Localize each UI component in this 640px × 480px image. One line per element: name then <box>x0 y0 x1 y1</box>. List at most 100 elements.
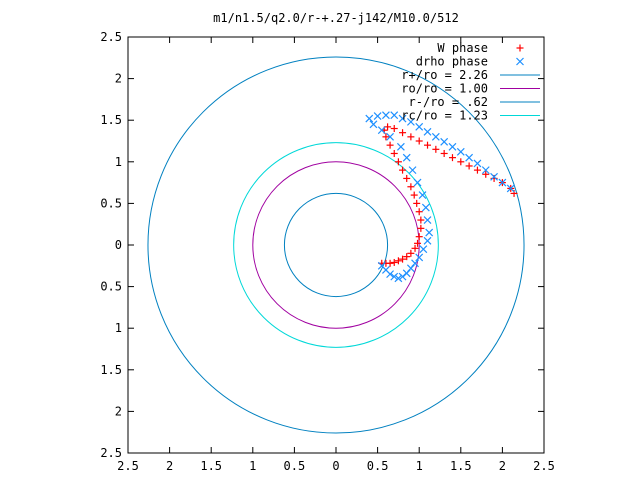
x-tick-label: 0 <box>332 459 339 473</box>
w-phase-point <box>417 216 425 224</box>
y-tick-label: 1 <box>115 321 122 335</box>
cross-stroke <box>377 126 386 135</box>
y-tick-label: 1.5 <box>100 113 122 127</box>
cross-stroke <box>394 274 403 283</box>
y-tick-label: 0.5 <box>100 196 122 210</box>
drho-phase-point <box>415 253 424 262</box>
w-phase-point <box>465 162 473 170</box>
cross-stroke <box>490 172 499 181</box>
x-tick-label: 1 <box>416 459 423 473</box>
cross-stroke <box>423 127 432 136</box>
y-tick-label: 2.5 <box>100 446 122 460</box>
cross-stroke <box>386 270 395 279</box>
drho-phase-point <box>386 270 395 279</box>
w-phase-point <box>382 133 390 141</box>
point-series <box>365 111 518 283</box>
cross-stroke <box>423 216 432 224</box>
w-phase-point <box>415 137 423 145</box>
w-phase-point <box>403 174 411 182</box>
cross-stroke <box>506 184 515 193</box>
drho-phase-point <box>365 114 374 123</box>
cross-stroke <box>415 253 424 262</box>
cross-stroke <box>419 245 428 254</box>
cross-stroke <box>373 112 382 120</box>
cross-stroke <box>369 120 378 129</box>
w-phase-point <box>390 125 398 133</box>
y-tick-label: 2.5 <box>100 30 122 44</box>
cross-stroke <box>406 117 415 126</box>
drho-phase-point <box>396 142 405 151</box>
x-tick-label: 2 <box>499 459 506 473</box>
drho-phase-point <box>498 178 507 187</box>
drho-phase-point <box>465 153 474 162</box>
cross-stroke <box>396 142 405 151</box>
w-phase-point <box>482 170 490 178</box>
w-phase-point <box>399 129 407 137</box>
w-phase-point <box>407 249 415 257</box>
w-phase-point <box>432 145 440 153</box>
w-phase-point <box>457 158 465 166</box>
chart-title: m1/n1.5/q2.0/r-+.27-j142/M10.0/512 <box>213 11 459 25</box>
w-phase-point <box>473 166 481 174</box>
drho-phase-point <box>377 126 386 135</box>
legend-label: r-/ro = .62 <box>409 95 488 109</box>
drho-phase-point <box>419 245 428 254</box>
w-phase-point <box>417 224 425 232</box>
drho-phase-point <box>506 184 515 193</box>
cross-stroke <box>473 159 482 168</box>
w-phase-point <box>448 154 456 162</box>
legend-label: ro/ro = 1.00 <box>401 82 488 96</box>
drho-phase-point <box>415 122 424 131</box>
cross-stroke <box>498 178 507 187</box>
cross-stroke <box>481 166 490 175</box>
w-phase-point <box>411 244 419 252</box>
x-tick-label: 1.5 <box>200 459 222 473</box>
y-tick-label: 1 <box>115 155 122 169</box>
cross-stroke <box>398 114 407 123</box>
drho-phase-point <box>386 132 395 141</box>
drho-phase-point <box>490 172 499 181</box>
circle-2 <box>147 56 525 434</box>
w-phase-point <box>386 259 394 267</box>
cross-stroke <box>448 142 457 151</box>
x-tick-label: 1 <box>249 459 256 473</box>
cross-stroke <box>418 191 427 200</box>
y-tick-label: 1.5 <box>100 363 122 377</box>
drho-phase-point <box>431 132 440 141</box>
drho-phase-point <box>381 111 390 120</box>
drho-phase-point <box>413 178 422 187</box>
y-tick-label: 0.5 <box>100 280 122 294</box>
drho-phase-point <box>373 112 382 120</box>
w-phase-point <box>407 183 415 191</box>
w-phase-point <box>415 233 423 241</box>
y-tick-label: 2 <box>115 404 122 418</box>
cross-stroke <box>386 132 395 141</box>
drho-phase-point <box>481 166 490 175</box>
cross-stroke <box>402 153 411 162</box>
legend-label: r+/ro = 2.26 <box>401 68 488 82</box>
cross-stroke <box>390 111 399 120</box>
drho-phase-point <box>398 114 407 123</box>
drho-phase-point <box>390 111 399 120</box>
circle-4 <box>283 192 389 298</box>
drho-phase-point <box>448 142 457 151</box>
cross-stroke <box>365 114 374 123</box>
w-phase-point <box>414 239 422 247</box>
w-phase-point <box>394 257 402 265</box>
cross-stroke <box>423 236 432 245</box>
x-tick-label: 2 <box>166 459 173 473</box>
x-tick-label: 2.5 <box>117 459 139 473</box>
w-phase-point <box>399 255 407 263</box>
legend-label: W phase <box>437 41 488 55</box>
cross-stroke <box>413 178 422 187</box>
cross-stroke <box>440 137 449 146</box>
axis-ticks: 2.5 2 1.5 1 0.5 0 0.5 1 1.5 2 2.52.521.510.500.511… <box>100 30 555 473</box>
drho-phase-point <box>456 147 465 156</box>
w-phase-point <box>394 158 402 166</box>
y-tick-label: 0 <box>115 238 122 252</box>
drho-phase-point <box>406 117 415 126</box>
circle-5 <box>233 142 439 348</box>
drho-phase-point <box>418 191 427 200</box>
